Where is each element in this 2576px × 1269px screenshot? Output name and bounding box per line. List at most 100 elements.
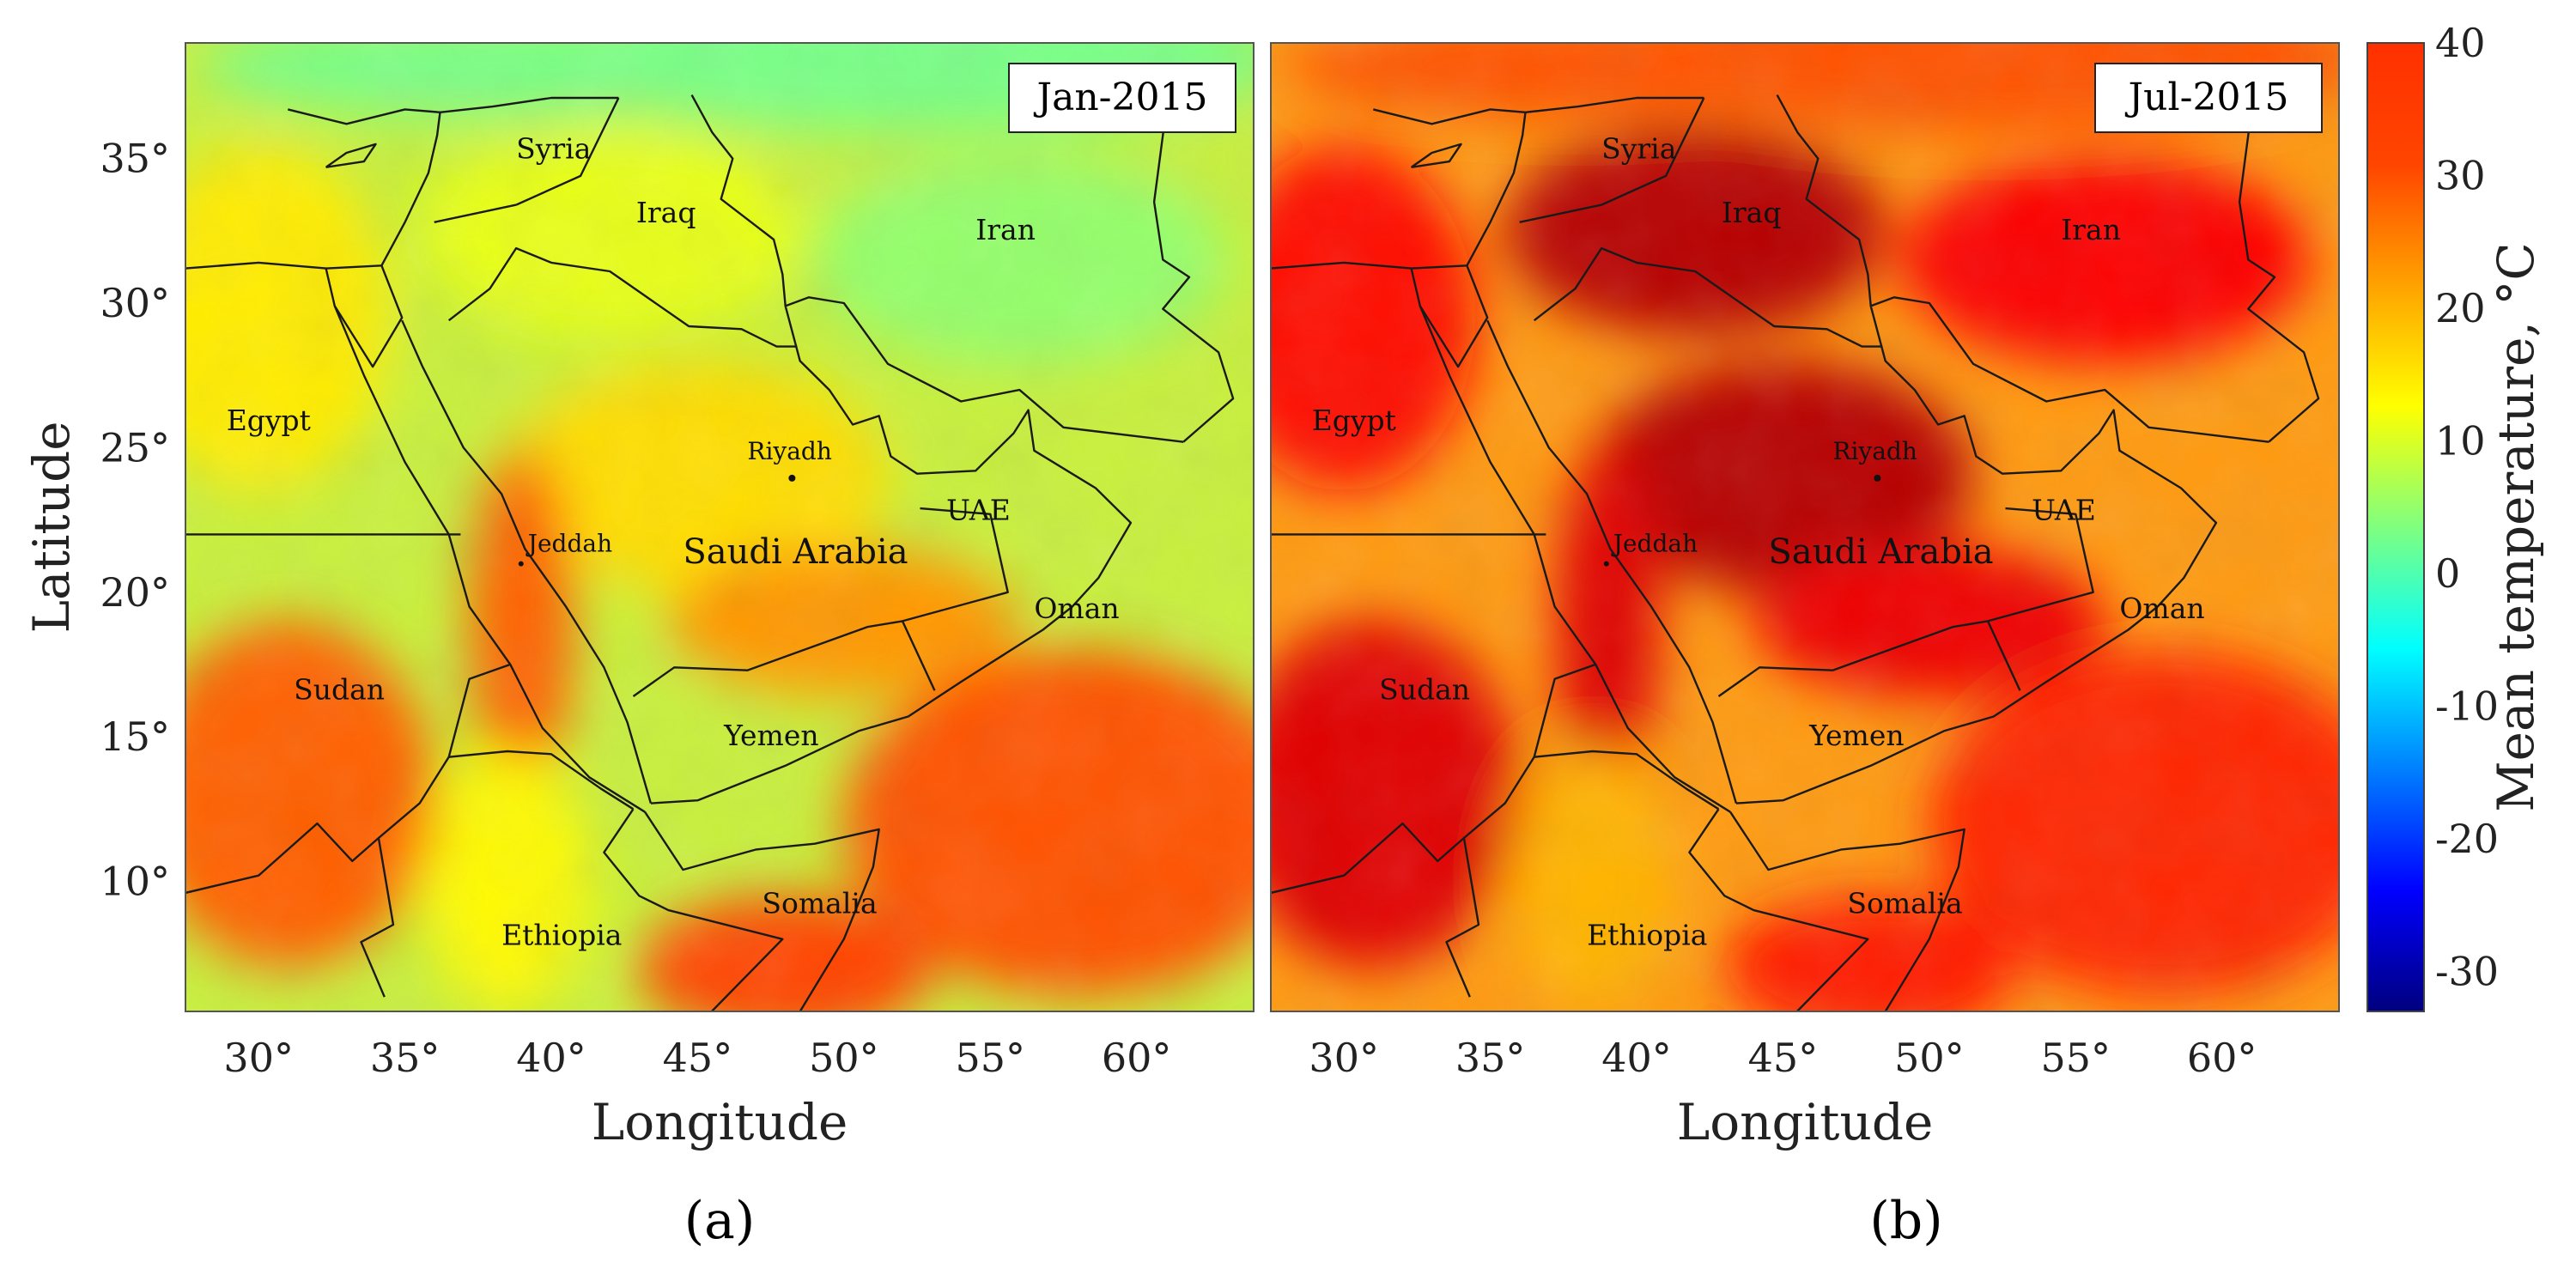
country-border [1533, 246, 1883, 348]
country-border [515, 97, 620, 206]
country-border [360, 837, 395, 998]
country-border [1776, 94, 1872, 307]
country-border [434, 203, 517, 223]
panel-a-x-ticks: 30° 35° 40° 45° 50° 55° 60° [223, 1035, 1171, 1081]
panel-a-frame [185, 42, 1255, 1012]
country-border [333, 305, 646, 813]
country-border [603, 808, 784, 1011]
place-label: Somalia [1847, 887, 1962, 920]
jeddah-marker [1603, 561, 1609, 567]
panel-b-place-labels: Syria Iraq Iran Egypt Riyadh UAE Jeddah Saudi A… [1312, 132, 2205, 952]
place-label: Riyadh [747, 437, 832, 465]
colorbar-tick-label: 30 [2435, 153, 2486, 199]
country-border [1152, 112, 1235, 443]
colorbar: 40 30 20 10 0 -10 -20 -30 Mean temperature, °C [2366, 20, 2545, 1012]
country-border [1729, 811, 1965, 1011]
panel-a: Jan-2015 Syria Iraq Iran Egypt Riyadh UAE Jedd… [22, 42, 1255, 1251]
place-label: Jeddah [1611, 530, 1698, 558]
country-border [1717, 507, 2094, 697]
country-border [1601, 97, 1705, 206]
colorbar-tick-label: -20 [2435, 816, 2499, 862]
riyadh-marker [1874, 474, 1881, 482]
place-label: Sudan [294, 672, 385, 706]
country-border [447, 246, 798, 348]
country-border [650, 296, 1184, 805]
panel-b-caption: (b) [1869, 1191, 1942, 1251]
place-label: Oman [1034, 592, 1119, 625]
colorbar-gradient [2366, 42, 2425, 1012]
x-tick-label: 55° [955, 1035, 1025, 1081]
y-tick-label: 15° [100, 713, 170, 760]
panel-b-frame [1270, 42, 2340, 1012]
panel-b-country-borders [1271, 94, 2320, 1011]
panel-b-x-ticks: 30° 35° 40° 45° 50° 55° 60° [1309, 1035, 2257, 1081]
country-border [1986, 620, 2021, 691]
x-tick-label: 45° [663, 1035, 733, 1081]
place-label: Saudi Arabia [683, 532, 908, 572]
country-border [1688, 808, 1869, 1011]
country-border [1486, 319, 1738, 804]
place-label: Yemen [723, 719, 819, 752]
place-label: Iraq [1722, 196, 1782, 229]
place-label: Saudi Arabia [1768, 532, 1993, 572]
place-label: Jeddah [526, 530, 612, 558]
x-tick-label: 35° [370, 1035, 440, 1081]
x-tick-label: 50° [1894, 1035, 1965, 1081]
colorbar-ticks: 40 30 20 10 0 -10 -20 -30 [2435, 20, 2499, 995]
colorbar-tick-label: 40 [2435, 20, 2486, 66]
country-border [1519, 203, 1602, 223]
place-label: Ethiopia [501, 919, 622, 952]
x-tick-label: 50° [809, 1035, 879, 1081]
country-border [448, 750, 635, 811]
place-label: Syria [516, 132, 591, 166]
place-label: Yemen [1808, 719, 1905, 752]
y-axis-label: Latitude [22, 421, 81, 633]
place-label: Egypt [227, 404, 311, 437]
panel-b-date: Jul-2015 [2125, 76, 2289, 119]
y-tick-label: 25° [100, 424, 170, 471]
place-label: Riyadh [1832, 437, 1917, 465]
jeddah-marker [518, 561, 524, 567]
place-label: Iran [2061, 213, 2121, 246]
panel-b-x-axis-label: Longitude [1677, 1093, 1934, 1151]
place-label: Oman [2119, 592, 2204, 625]
place-label: UAE [2032, 494, 2096, 527]
panel-a-caption: (a) [684, 1191, 756, 1251]
country-border [401, 319, 653, 804]
place-label: Somalia [762, 887, 877, 920]
place-label: Iraq [636, 196, 696, 229]
country-border [1445, 837, 1480, 998]
country-border [440, 96, 619, 113]
country-border [644, 811, 880, 1011]
country-border [1525, 96, 1704, 113]
x-tick-label: 40° [516, 1035, 586, 1081]
country-border [1419, 305, 1731, 813]
panel-a-heatmap [185, 43, 1254, 1011]
place-label: Iran [975, 213, 1036, 246]
panel-b: Jul-2015 Syria Iraq Iran Egypt Riyadh UAE Jedd… [1270, 42, 2340, 1251]
place-label: Egypt [1312, 404, 1396, 437]
panel-a-country-borders [185, 94, 1235, 1011]
country-border [1534, 750, 1720, 811]
panel-a-date-box: Jan-2015 [1008, 63, 1236, 133]
panel-a-x-axis-label: Longitude [592, 1093, 848, 1151]
colorbar-tick-label: 20 [2435, 285, 2486, 331]
country-border [1410, 143, 1462, 168]
country-border [690, 94, 787, 307]
colorbar-label: Mean temperature, °C [2487, 242, 2545, 811]
colorbar-tick-label: -10 [2435, 683, 2499, 730]
riyadh-marker [788, 474, 796, 482]
country-border [185, 108, 441, 270]
country-border [325, 143, 377, 168]
place-label: Ethiopia [1587, 919, 1707, 952]
place-label: Syria [1601, 132, 1676, 166]
country-border [325, 264, 404, 368]
x-tick-label: 35° [1455, 1035, 1526, 1081]
x-tick-label: 30° [223, 1035, 294, 1081]
country-border [901, 620, 936, 691]
panel-a-y-ticks: 35° 30° 25° 20° 15° 10° [100, 136, 170, 905]
country-border [1271, 108, 1527, 270]
y-tick-label: 30° [100, 280, 170, 326]
country-border [2238, 112, 2320, 443]
x-tick-label: 45° [1748, 1035, 1819, 1081]
